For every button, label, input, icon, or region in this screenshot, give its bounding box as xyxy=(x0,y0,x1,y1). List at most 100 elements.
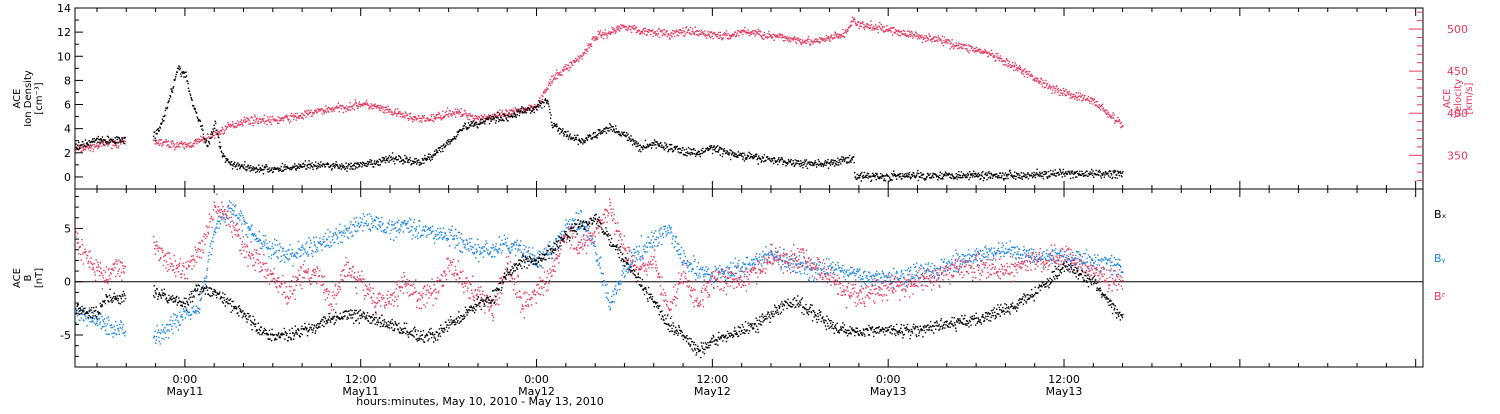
by-series-point xyxy=(449,232,450,233)
velocity-series-point xyxy=(744,30,745,31)
density-series-point xyxy=(237,162,238,163)
by-series-point xyxy=(231,214,232,215)
velocity-series-point xyxy=(101,145,102,146)
density-series-point xyxy=(824,161,825,162)
by-series-point xyxy=(298,241,299,242)
density-series-point xyxy=(124,143,125,144)
density-series-point xyxy=(792,160,793,161)
by-series-point xyxy=(356,217,357,218)
density-series-point xyxy=(605,128,606,129)
density-series-point xyxy=(671,144,672,145)
velocity-series-point xyxy=(768,31,769,32)
velocity-series-point xyxy=(272,116,273,117)
velocity-series-point xyxy=(302,113,303,114)
density-series-point xyxy=(213,131,214,132)
density-series-point xyxy=(860,175,861,176)
velocity-series-point xyxy=(483,116,484,117)
by-series-point xyxy=(76,322,77,323)
velocity-series-point xyxy=(266,120,267,121)
by-series-point xyxy=(422,230,423,231)
density-series-point xyxy=(1039,175,1040,176)
by-series-point xyxy=(178,329,179,330)
velocity-series-point xyxy=(840,37,841,38)
velocity-series-point xyxy=(1012,62,1013,63)
by-series-point xyxy=(104,323,105,324)
by-series-point xyxy=(463,244,464,245)
velocity-series-point xyxy=(412,121,413,122)
by-series-point xyxy=(415,230,416,231)
velocity-series-point xyxy=(1035,78,1036,79)
velocity-series-point xyxy=(910,36,911,37)
by-series-point xyxy=(566,227,567,228)
density-series-point xyxy=(173,86,174,87)
by-series-point xyxy=(284,262,285,263)
by-series-point xyxy=(190,319,191,320)
density-series-point xyxy=(629,138,630,139)
density-series-point xyxy=(317,167,318,168)
density-series-point xyxy=(536,109,537,110)
by-series-point xyxy=(399,228,400,229)
density-series-point xyxy=(1040,173,1041,174)
density-series-point xyxy=(317,165,318,166)
velocity-series-point xyxy=(679,32,680,33)
density-series-point xyxy=(389,160,390,161)
density-series-point xyxy=(1065,171,1066,172)
by-series-point xyxy=(252,233,253,234)
density-series-point xyxy=(957,178,958,179)
by-series-point xyxy=(352,235,353,236)
velocity-series-point xyxy=(354,109,355,110)
velocity-series-point xyxy=(936,37,937,38)
density-series-point xyxy=(591,138,592,139)
by-series-point xyxy=(511,243,512,244)
velocity-series-point xyxy=(628,28,629,29)
by-series-point xyxy=(338,243,339,244)
velocity-series-point xyxy=(160,143,161,144)
by-series-point xyxy=(388,222,389,223)
density-series-point xyxy=(816,166,817,167)
velocity-series-point xyxy=(893,27,894,28)
density-series-point xyxy=(209,143,210,144)
density-series-point xyxy=(1111,174,1112,175)
by-series-point xyxy=(77,315,78,316)
density-series-point xyxy=(289,169,290,170)
by-series-point xyxy=(259,231,260,232)
density-series-point xyxy=(746,159,747,160)
velocity-series-point xyxy=(449,110,450,111)
density-series-point xyxy=(892,174,893,175)
density-series-point xyxy=(372,164,373,165)
density-series-point xyxy=(410,160,411,161)
velocity-series-point xyxy=(567,68,568,69)
density-series-point xyxy=(245,166,246,167)
velocity-series-point xyxy=(1036,79,1037,80)
density-series-point xyxy=(378,165,379,166)
by-series-point xyxy=(511,249,512,250)
density-series-point xyxy=(1069,174,1070,175)
density-series-point xyxy=(417,162,418,163)
velocity-series-point xyxy=(711,36,712,37)
density-series-point xyxy=(102,136,103,137)
density-series-point xyxy=(965,174,966,175)
density-series-point xyxy=(796,162,797,163)
density-series-point xyxy=(176,74,177,75)
velocity-series-point xyxy=(1080,93,1081,94)
density-series-point xyxy=(1074,171,1075,172)
velocity-series-point xyxy=(1055,88,1056,89)
density-series-point xyxy=(533,109,534,110)
density-series-point xyxy=(430,160,431,161)
by-series-point xyxy=(342,242,343,243)
density-series-point xyxy=(667,146,668,147)
density-series-point xyxy=(552,127,553,128)
density-series-point xyxy=(892,175,893,176)
by-series-point xyxy=(438,234,439,235)
velocity-series-point xyxy=(501,112,502,113)
velocity-series-point xyxy=(437,114,438,115)
by-series-point xyxy=(528,250,529,251)
velocity-series-point xyxy=(670,33,671,34)
velocity-series-point xyxy=(712,38,713,39)
velocity-series-point xyxy=(685,27,686,28)
by-series-point xyxy=(268,256,269,257)
density-series-point xyxy=(437,150,438,151)
density-series-point xyxy=(245,169,246,170)
density-series-point xyxy=(498,121,499,122)
